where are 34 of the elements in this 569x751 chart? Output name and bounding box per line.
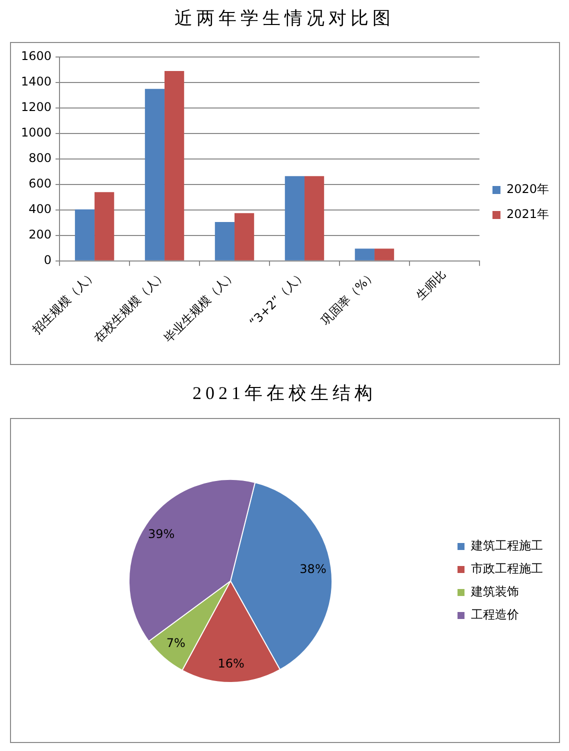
bar bbox=[144, 88, 165, 260]
data-label: 16% bbox=[218, 656, 244, 670]
bar bbox=[304, 176, 324, 260]
y-tick-label: 1600 bbox=[20, 49, 52, 64]
y-tick-label: 1000 bbox=[20, 126, 52, 140]
x-tick-label: 毕业生规模（人） bbox=[161, 267, 239, 346]
bar bbox=[214, 222, 235, 260]
legend-label: 建筑装饰 bbox=[470, 584, 519, 599]
chart-title: 2021年在校生结构 bbox=[192, 382, 378, 404]
legend-label: 建筑工程施工 bbox=[470, 538, 543, 553]
y-tick-label: 800 bbox=[28, 151, 52, 166]
bar bbox=[374, 248, 394, 260]
bar bbox=[164, 71, 184, 260]
legend-label: 2021年 bbox=[506, 207, 550, 222]
y-tick-label: 1200 bbox=[20, 100, 52, 114]
bar bbox=[234, 213, 254, 260]
bar bbox=[354, 248, 374, 260]
y-tick-label: 400 bbox=[28, 202, 52, 216]
y-tick-label: 0 bbox=[44, 253, 52, 268]
y-tick-label: 1400 bbox=[20, 74, 52, 89]
data-label: 39% bbox=[148, 526, 175, 541]
chart-title: 近两年学生情况对比图 bbox=[174, 7, 396, 29]
x-tick-label: 生师比 bbox=[413, 267, 449, 303]
bar bbox=[94, 192, 114, 260]
x-tick-label: 巩固率（%） bbox=[318, 267, 379, 328]
legend-label: 工程造价 bbox=[471, 608, 519, 622]
y-tick-label: 200 bbox=[28, 228, 52, 242]
y-tick-label: 600 bbox=[28, 176, 52, 191]
data-label: 38% bbox=[300, 562, 326, 576]
bar bbox=[284, 176, 304, 260]
bar bbox=[74, 209, 95, 260]
data-label: 7% bbox=[166, 636, 186, 650]
legend-label: 2020年 bbox=[506, 182, 550, 196]
legend-label: 市政工程施工 bbox=[471, 562, 543, 576]
